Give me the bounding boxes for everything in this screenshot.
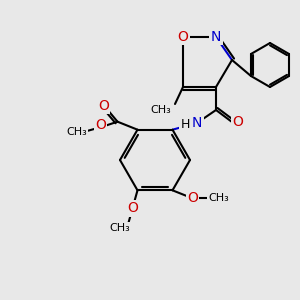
Text: O: O <box>187 191 198 205</box>
Text: CH₃: CH₃ <box>151 105 171 115</box>
Text: O: O <box>98 99 109 113</box>
Text: N: N <box>192 116 202 130</box>
Text: O: O <box>127 201 138 215</box>
Text: CH₃: CH₃ <box>66 127 87 137</box>
Text: O: O <box>178 30 188 44</box>
Text: O: O <box>232 115 243 129</box>
Text: O: O <box>95 118 106 132</box>
Text: H: H <box>180 118 190 131</box>
Text: CH₃: CH₃ <box>208 193 229 203</box>
Text: CH₃: CH₃ <box>109 223 130 233</box>
Text: N: N <box>211 30 221 44</box>
